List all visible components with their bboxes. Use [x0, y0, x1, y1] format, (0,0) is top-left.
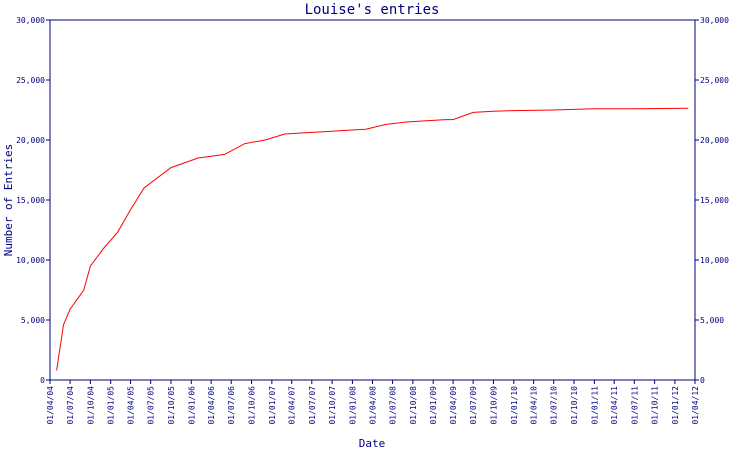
x-tick-label: 01/04/04 — [46, 386, 55, 425]
y-tick-label-right: 20,000 — [700, 136, 729, 145]
x-tick-label: 01/07/04 — [66, 386, 75, 425]
x-tick-label: 01/10/11 — [651, 386, 660, 425]
y-tick-label-right: 5,000 — [700, 316, 724, 325]
y-tick-label-left: 20,000 — [16, 136, 45, 145]
x-tick-label: 01/01/05 — [107, 386, 116, 425]
x-tick-label: 01/01/09 — [429, 386, 438, 425]
x-tick-label: 01/10/07 — [328, 386, 337, 425]
x-axis-label: Date — [359, 437, 386, 450]
x-tick-label: 01/04/11 — [610, 386, 619, 425]
x-tick-label: 01/04/05 — [127, 386, 136, 425]
y-tick-label-right: 10,000 — [700, 256, 729, 265]
x-tick-label: 01/10/06 — [248, 386, 257, 425]
y-axis-left: 0 5,000 10,000 15,000 20,000 25,000 30,000 — [16, 16, 50, 385]
x-tick-label: 01/10/08 — [409, 386, 418, 425]
y-axis-label: Number of Entries — [2, 144, 15, 257]
y-tick-label-right: 30,000 — [700, 16, 729, 25]
x-tick-label: 01/07/06 — [227, 386, 236, 425]
x-tick-label: 01/01/08 — [348, 386, 357, 425]
plot-area-frame — [49, 19, 696, 381]
y-tick-label-left: 10,000 — [16, 256, 45, 265]
x-tick-label: 01/10/09 — [489, 386, 498, 425]
x-tick-label: 01/04/10 — [530, 386, 539, 425]
y-axis-right: 0 5,000 10,000 15,000 20,000 25,000 30,000 — [695, 16, 729, 385]
y-tick-label-right: 15,000 — [700, 196, 729, 205]
y-tick-label-left: 25,000 — [16, 76, 45, 85]
x-tick-label: 01/01/06 — [187, 386, 196, 425]
x-tick-label: 01/04/09 — [449, 386, 458, 425]
series-line — [56, 107, 689, 371]
y-tick-label-right: 0 — [700, 376, 705, 385]
y-tick-label-left: 15,000 — [16, 196, 45, 205]
x-tick-label: 01/07/11 — [630, 386, 639, 425]
x-tick-label: 01/04/07 — [288, 386, 297, 425]
y-tick-label-left: 0 — [40, 376, 45, 385]
x-tick-label: 01/07/09 — [469, 386, 478, 425]
chart-title: Louise's entries — [305, 2, 440, 18]
x-axis: 01/04/04 01/07/04 01/10/04 01/01/05 01/04/05… — [46, 380, 700, 425]
x-tick-label: 01/10/05 — [167, 386, 176, 425]
x-tick-label: 01/04/06 — [207, 386, 216, 425]
x-tick-label: 01/07/08 — [389, 386, 398, 425]
series-group — [56, 107, 689, 371]
x-tick-label: 01/04/12 — [691, 386, 700, 425]
y-tick-label-right: 25,000 — [700, 76, 729, 85]
x-tick-label: 01/10/10 — [570, 386, 579, 425]
y-tick-label-left: 5,000 — [21, 316, 45, 325]
y-tick-label-left: 30,000 — [16, 16, 45, 25]
x-tick-label: 01/01/10 — [510, 386, 519, 425]
x-tick-label: 01/01/07 — [268, 386, 277, 425]
x-tick-label: 01/01/12 — [671, 386, 680, 425]
x-tick-label: 01/07/10 — [550, 386, 559, 425]
x-tick-label: 01/07/07 — [308, 386, 317, 425]
x-tick-label: 01/04/08 — [369, 386, 378, 425]
x-tick-label: 01/07/05 — [147, 386, 156, 425]
x-tick-label: 01/10/04 — [86, 386, 95, 425]
x-tick-label: 01/01/11 — [590, 386, 599, 425]
